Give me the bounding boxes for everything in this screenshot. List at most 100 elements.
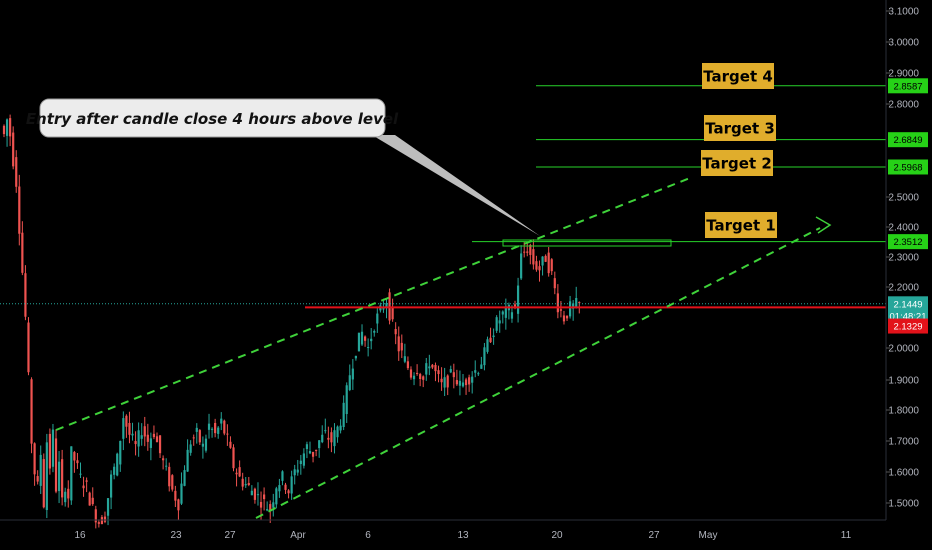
price-tick-label: 2.5000	[888, 193, 919, 204]
candle	[520, 245, 523, 281]
candle	[284, 482, 287, 495]
candle	[24, 265, 27, 321]
price-tick-label: 1.9000	[888, 376, 919, 387]
candle	[422, 375, 425, 388]
time-tick-label: 6	[365, 530, 371, 541]
candle	[428, 354, 431, 376]
candle	[293, 464, 296, 485]
candle	[116, 452, 119, 477]
target-label-text: Target 4	[703, 68, 773, 86]
candle	[394, 322, 397, 345]
price-badge-text: 2.5968	[893, 162, 922, 173]
candle	[122, 411, 125, 451]
candle	[238, 460, 241, 478]
candle	[39, 445, 42, 494]
candle	[177, 498, 180, 520]
candle	[180, 472, 183, 505]
candle	[565, 315, 569, 321]
candle	[232, 444, 235, 472]
candle	[382, 298, 385, 313]
candle	[321, 425, 324, 444]
candle	[553, 271, 556, 295]
candle	[305, 441, 309, 459]
candle	[186, 439, 189, 472]
candle	[556, 284, 559, 319]
candle	[42, 453, 45, 509]
candle	[15, 150, 18, 193]
candle	[474, 360, 477, 378]
candle	[516, 277, 520, 323]
price-tick-label: 1.5000	[888, 499, 919, 510]
candle	[526, 241, 529, 257]
candle	[449, 365, 452, 374]
candle	[523, 242, 526, 258]
time-tick-label: 27	[648, 530, 660, 541]
candle	[532, 239, 535, 270]
candle	[272, 493, 275, 517]
candle	[48, 428, 51, 475]
candle	[431, 363, 434, 370]
candle	[416, 364, 419, 376]
candle	[391, 298, 394, 322]
candle	[45, 433, 48, 519]
candle	[106, 498, 110, 526]
candle	[324, 418, 327, 434]
target-label: Target 4	[702, 63, 774, 89]
candle	[296, 459, 299, 476]
candle	[278, 478, 281, 498]
candle	[5, 118, 9, 147]
price-badge-text: 2.1329	[893, 322, 922, 333]
candle	[327, 426, 330, 449]
price-badge-text: 2.1449	[893, 299, 922, 310]
time-tick-label: 23	[170, 530, 182, 541]
candle	[256, 482, 260, 506]
candle	[73, 450, 76, 473]
candle	[250, 485, 253, 496]
candle	[544, 254, 547, 263]
candle	[149, 432, 152, 461]
candle	[367, 338, 370, 357]
candle	[406, 356, 410, 371]
candle	[134, 431, 137, 456]
candle	[342, 395, 345, 431]
price-badge: 2.5968	[888, 159, 928, 175]
time-tick-label: Apr	[290, 530, 306, 541]
candle	[27, 317, 30, 376]
price-axis: 1.5000 1.6000 1.7000 1.8000 1.9000 2.0000 2.20…	[885, 0, 919, 520]
candle	[97, 519, 100, 528]
candle	[443, 367, 446, 397]
candle	[162, 455, 165, 470]
candle	[446, 374, 449, 396]
candle	[195, 423, 198, 444]
time-tick-label: 20	[551, 530, 563, 541]
time-axis: 16 23 27 Apr 6 13 20 27 May 11	[0, 519, 886, 541]
candle	[2, 124, 6, 138]
candle	[223, 419, 226, 436]
price-badge-text: 2.8587	[893, 81, 922, 92]
candle	[247, 476, 250, 487]
candle	[220, 412, 223, 431]
candle	[504, 298, 507, 330]
candle	[137, 422, 140, 457]
candle	[550, 258, 553, 275]
candle	[351, 359, 354, 390]
candle	[146, 423, 149, 451]
candle	[434, 362, 437, 382]
candle	[489, 327, 492, 343]
candle	[290, 470, 293, 500]
time-tick-label: May	[699, 530, 718, 541]
candle	[477, 371, 480, 377]
candle	[461, 373, 465, 388]
candle	[229, 436, 232, 449]
candle	[189, 440, 192, 456]
candle	[376, 306, 379, 333]
price-badge: 2.1329	[888, 318, 928, 334]
price-tick-label: 1.8000	[888, 406, 919, 417]
candle	[94, 505, 97, 529]
time-tick-label: 16	[74, 530, 86, 541]
candle	[345, 382, 348, 423]
candle	[495, 315, 498, 334]
price-badge-text: 01:48:21	[890, 311, 927, 322]
